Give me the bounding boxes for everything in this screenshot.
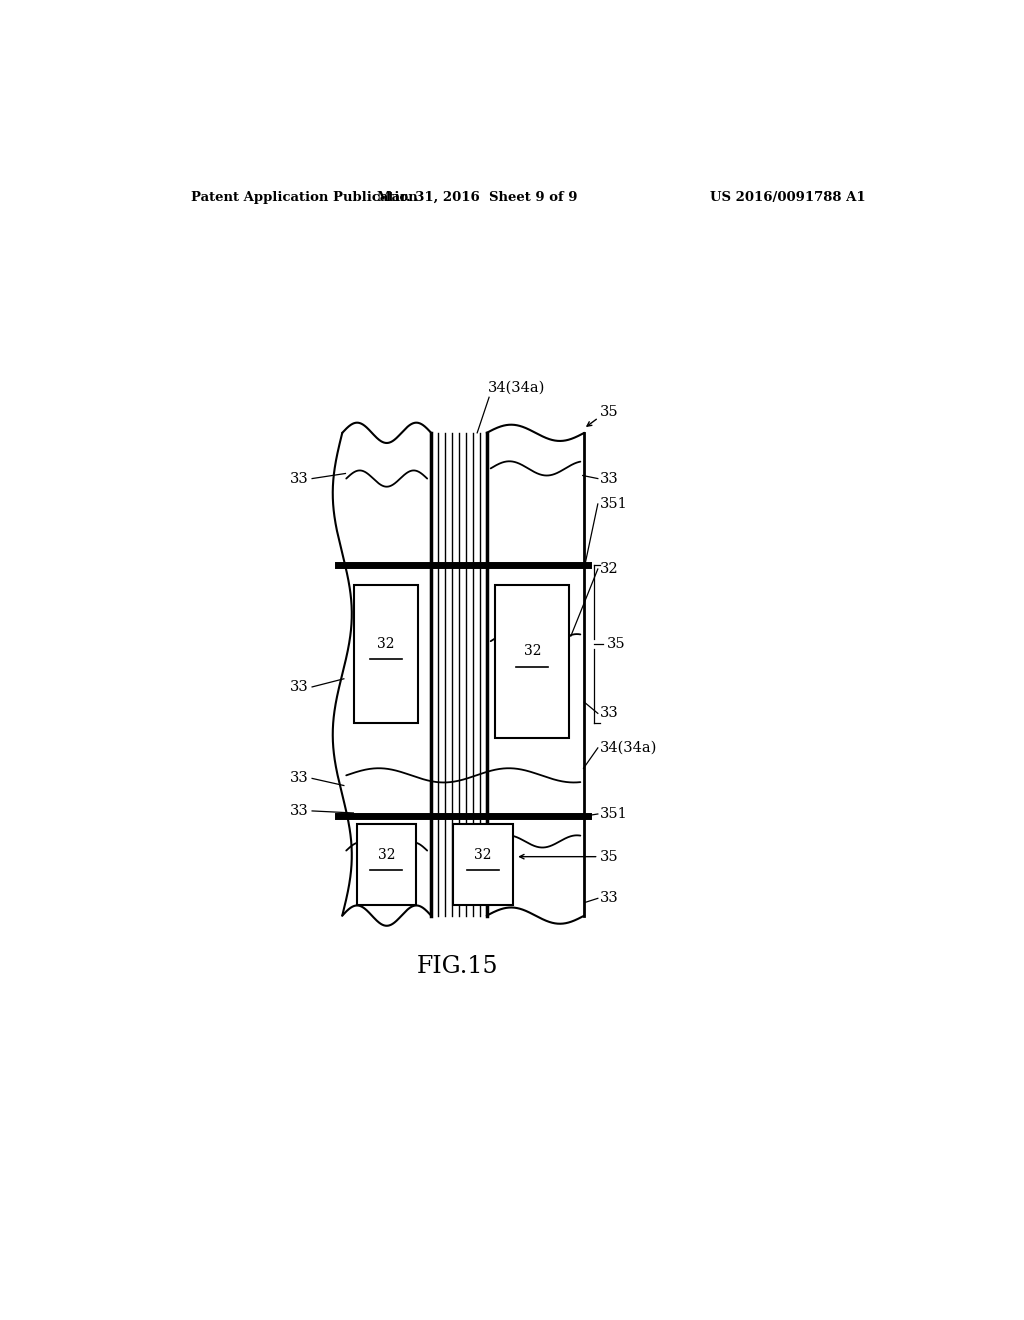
Text: 32: 32 bbox=[523, 644, 541, 659]
Text: 33: 33 bbox=[600, 891, 618, 906]
Text: Mar. 31, 2016  Sheet 9 of 9: Mar. 31, 2016 Sheet 9 of 9 bbox=[377, 190, 578, 203]
Text: 33: 33 bbox=[290, 471, 309, 486]
Text: 33: 33 bbox=[290, 680, 309, 694]
Text: 351: 351 bbox=[600, 807, 628, 821]
Text: 32: 32 bbox=[600, 562, 618, 576]
Bar bbox=[356, 824, 416, 906]
Text: 34(34a): 34(34a) bbox=[487, 380, 545, 395]
Text: 33: 33 bbox=[290, 771, 309, 785]
Text: 33: 33 bbox=[290, 804, 309, 818]
Bar bbox=[496, 585, 569, 738]
Text: Patent Application Publication: Patent Application Publication bbox=[191, 190, 418, 203]
Text: 33: 33 bbox=[600, 706, 618, 721]
Bar bbox=[354, 585, 418, 722]
Text: FIG.15: FIG.15 bbox=[417, 954, 498, 978]
Text: 35: 35 bbox=[600, 850, 618, 863]
Text: 34(34a): 34(34a) bbox=[600, 741, 657, 755]
Text: US 2016/0091788 A1: US 2016/0091788 A1 bbox=[711, 190, 866, 203]
Text: 35: 35 bbox=[607, 636, 626, 651]
Bar bbox=[454, 824, 513, 906]
Text: 32: 32 bbox=[474, 847, 492, 862]
Text: 351: 351 bbox=[600, 496, 628, 511]
Text: 33: 33 bbox=[600, 471, 618, 486]
Text: 32: 32 bbox=[377, 636, 394, 651]
Text: 32: 32 bbox=[378, 847, 395, 862]
Text: 35: 35 bbox=[600, 405, 618, 420]
